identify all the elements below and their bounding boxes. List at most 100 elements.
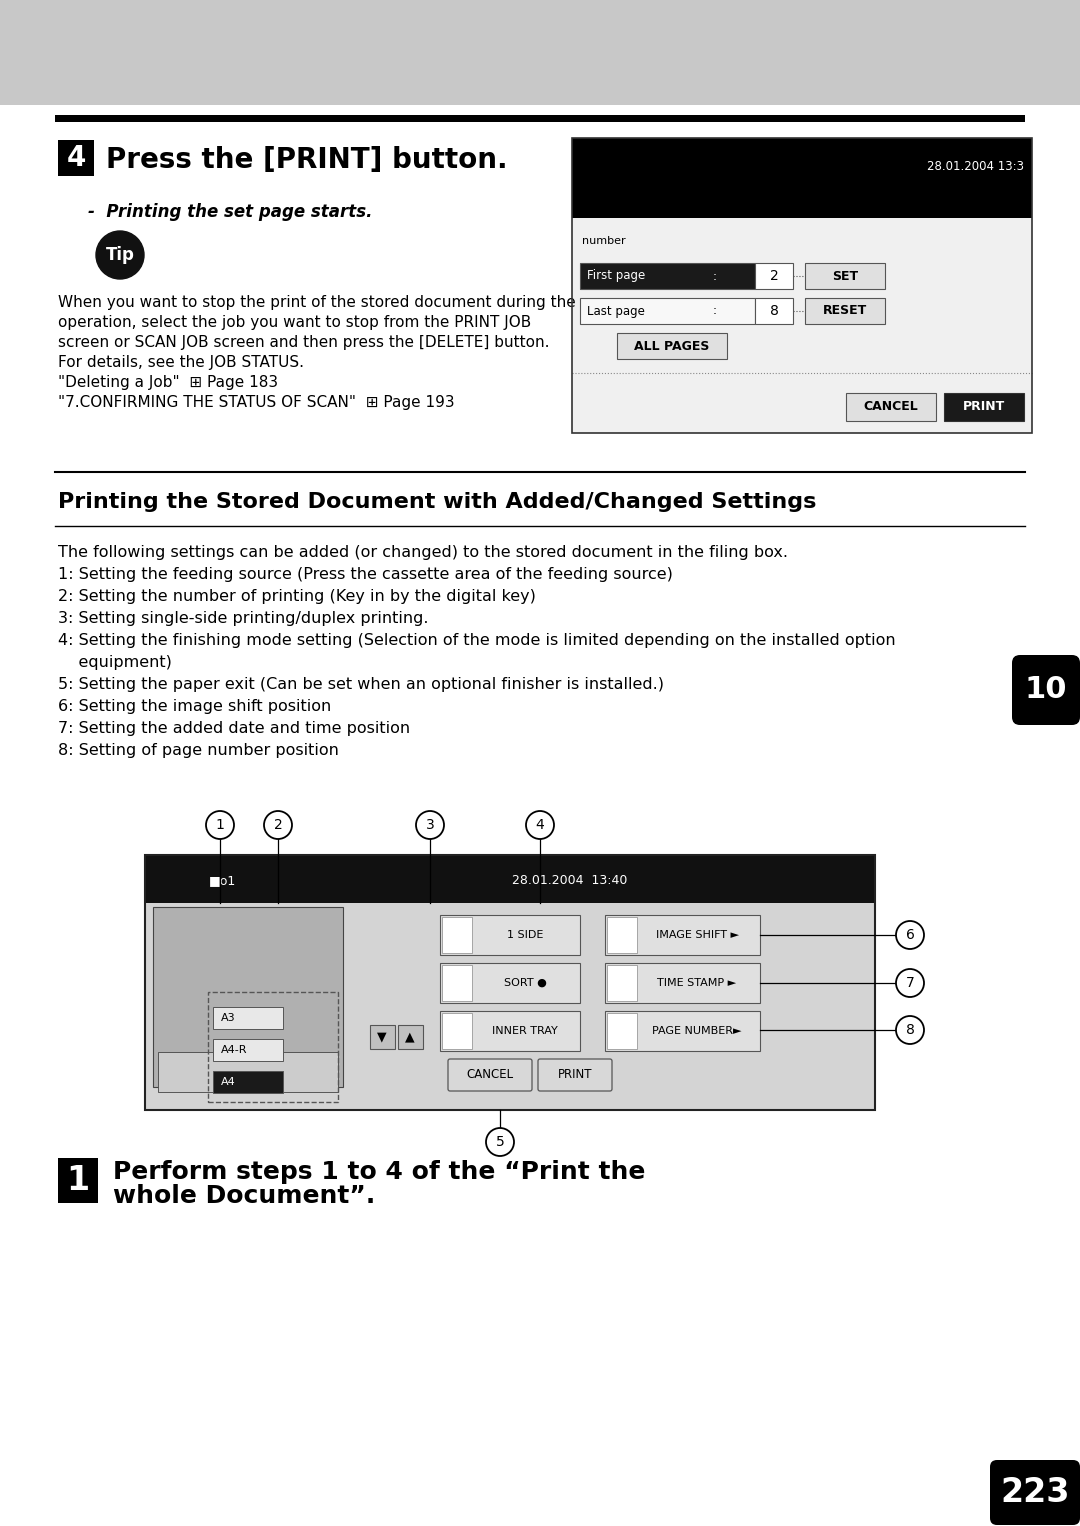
Text: 28.01.2004 13:3: 28.01.2004 13:3	[927, 160, 1024, 172]
Bar	[607, 1013, 637, 1048]
Bar	[805, 298, 885, 324]
Bar	[442, 1013, 472, 1048]
Bar	[213, 1007, 283, 1029]
Bar	[145, 903, 875, 1109]
Text: equipment): equipment)	[58, 655, 172, 670]
Text: ▲: ▲	[405, 1030, 415, 1044]
Text: PAGE NUMBER►: PAGE NUMBER►	[652, 1025, 742, 1036]
Bar	[755, 262, 793, 288]
Text: The following settings can be added (or changed) to the stored document in the f: The following settings can be added (or …	[58, 545, 788, 560]
Text: 10: 10	[1025, 676, 1067, 705]
Text: A4-R: A4-R	[221, 1045, 247, 1054]
Bar	[442, 964, 472, 1001]
Text: ALL PAGES: ALL PAGES	[634, 339, 710, 353]
Text: 1: 1	[216, 818, 225, 832]
Bar	[440, 916, 580, 955]
Text: A3: A3	[221, 1013, 235, 1022]
Text: "7.CONFIRMING THE STATUS OF SCAN"  ⊞ Page 193: "7.CONFIRMING THE STATUS OF SCAN" ⊞ Page…	[58, 395, 455, 410]
Bar	[805, 262, 885, 288]
Circle shape	[416, 810, 444, 839]
Text: 4: 4	[66, 143, 85, 172]
Text: SET: SET	[832, 270, 859, 282]
FancyBboxPatch shape	[1012, 655, 1080, 725]
Text: 6: Setting the image shift position: 6: Setting the image shift position	[58, 699, 332, 714]
Text: INNER TRAY: INNER TRAY	[492, 1025, 558, 1036]
Text: number: number	[582, 237, 625, 246]
Text: 8: 8	[905, 1022, 915, 1038]
Bar	[572, 137, 1032, 218]
Text: :: :	[713, 305, 717, 317]
Bar	[580, 298, 755, 324]
Text: 223: 223	[1000, 1476, 1070, 1509]
Bar	[617, 333, 727, 359]
Text: 3: Setting single-side printing/duplex printing.: 3: Setting single-side printing/duplex p…	[58, 610, 429, 626]
Bar	[607, 917, 637, 954]
FancyBboxPatch shape	[538, 1059, 612, 1091]
Text: 6: 6	[905, 928, 915, 942]
Bar	[846, 394, 936, 421]
Bar	[153, 906, 343, 1087]
Text: 5: Setting the paper exit (Can be set when an optional finisher is installed.): 5: Setting the paper exit (Can be set wh…	[58, 678, 664, 691]
Circle shape	[896, 922, 924, 949]
Bar	[440, 963, 580, 1003]
Bar	[213, 1071, 283, 1093]
Bar	[0, 0, 1080, 105]
Text: Press the [PRINT] button.: Press the [PRINT] button.	[106, 146, 508, 174]
Text: 8: 8	[770, 304, 779, 317]
Text: CANCEL: CANCEL	[864, 400, 918, 414]
Bar	[145, 855, 875, 903]
Bar	[58, 140, 94, 175]
Circle shape	[896, 1016, 924, 1044]
Circle shape	[526, 810, 554, 839]
Circle shape	[896, 969, 924, 996]
Text: "Deleting a Job"  ⊞ Page 183: "Deleting a Job" ⊞ Page 183	[58, 375, 279, 391]
Text: ■o1: ■o1	[210, 874, 237, 888]
Text: 3: 3	[426, 818, 434, 832]
Text: Printing the Stored Document with Added/Changed Settings: Printing the Stored Document with Added/…	[58, 491, 816, 513]
Bar	[399, 1025, 423, 1048]
Text: 2: 2	[273, 818, 282, 832]
Text: A4: A4	[221, 1077, 235, 1087]
Text: First page: First page	[588, 270, 645, 282]
Text: 28.01.2004  13:40: 28.01.2004 13:40	[512, 874, 627, 888]
Bar	[572, 218, 1032, 433]
Text: ▼: ▼	[377, 1030, 387, 1044]
Text: Perform steps 1 to 4 of the “Print the: Perform steps 1 to 4 of the “Print the	[113, 1160, 646, 1184]
Text: PRINT: PRINT	[557, 1068, 592, 1082]
Text: Last page: Last page	[588, 305, 645, 317]
Bar	[442, 917, 472, 954]
Text: 1: Setting the feeding source (Press the cassette area of the feeding source): 1: Setting the feeding source (Press the…	[58, 568, 673, 581]
Bar	[605, 916, 760, 955]
Text: 4: Setting the finishing mode setting (Selection of the mode is limited dependin: 4: Setting the finishing mode setting (S…	[58, 633, 895, 649]
Bar	[145, 855, 875, 1109]
Bar	[755, 298, 793, 324]
Text: TIME STAMP ►: TIME STAMP ►	[658, 978, 737, 987]
Text: 2: Setting the number of printing (Key in by the digital key): 2: Setting the number of printing (Key i…	[58, 589, 536, 604]
Bar	[572, 137, 1032, 433]
Text: operation, select the job you want to stop from the PRINT JOB: operation, select the job you want to st…	[58, 314, 531, 330]
Bar	[580, 262, 755, 288]
Text: IMAGE SHIFT ►: IMAGE SHIFT ►	[656, 929, 739, 940]
Bar	[440, 1012, 580, 1051]
Text: -  Printing the set page starts.: - Printing the set page starts.	[87, 203, 373, 221]
Circle shape	[206, 810, 234, 839]
Text: When you want to stop the print of the stored document during the: When you want to stop the print of the s…	[58, 295, 576, 310]
Bar	[55, 114, 1025, 122]
Text: PRINT: PRINT	[963, 400, 1005, 414]
Circle shape	[486, 1128, 514, 1157]
FancyBboxPatch shape	[990, 1460, 1080, 1524]
Bar	[158, 1051, 338, 1093]
Text: 1: 1	[67, 1163, 90, 1196]
Text: CANCEL: CANCEL	[467, 1068, 514, 1082]
Text: For details, see the JOB STATUS.: For details, see the JOB STATUS.	[58, 356, 303, 369]
Bar	[607, 964, 637, 1001]
Text: 5: 5	[496, 1135, 504, 1149]
Text: SORT ●: SORT ●	[503, 978, 546, 987]
Text: 7: 7	[906, 977, 915, 990]
FancyBboxPatch shape	[448, 1059, 532, 1091]
Circle shape	[264, 810, 292, 839]
Bar	[944, 394, 1024, 421]
Text: screen or SCAN JOB screen and then press the [DELETE] button.: screen or SCAN JOB screen and then press…	[58, 336, 550, 349]
Text: 7: Setting the added date and time position: 7: Setting the added date and time posit…	[58, 720, 410, 736]
Text: Tip: Tip	[106, 246, 134, 264]
